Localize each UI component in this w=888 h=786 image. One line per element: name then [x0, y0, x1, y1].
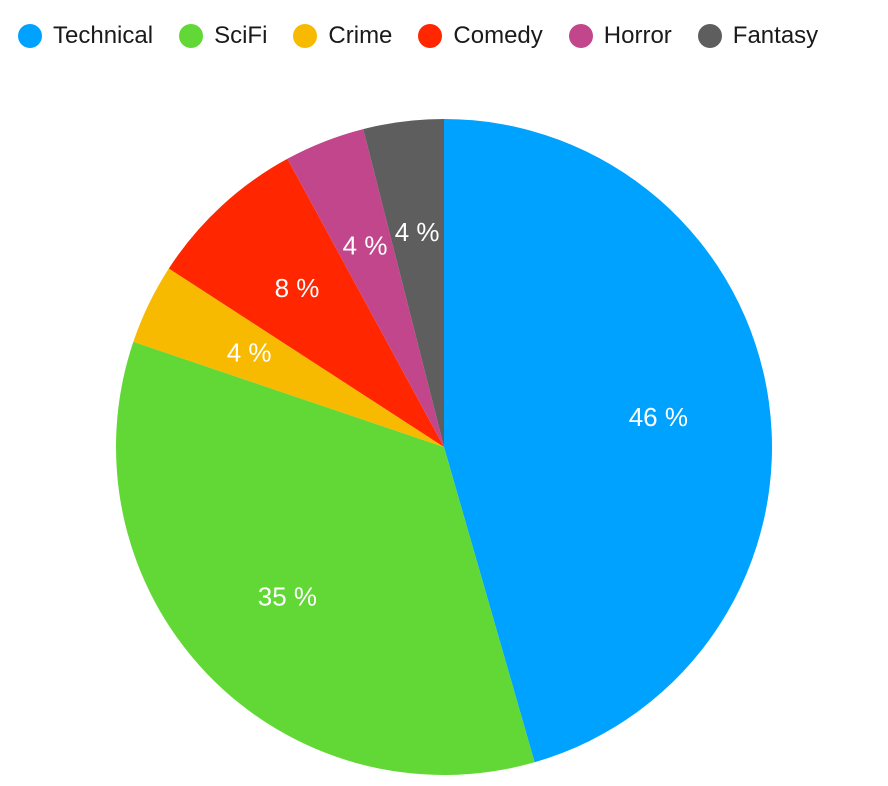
chart-legend: Technical SciFi Crime Comedy Horror Fant… [18, 22, 818, 50]
pie-slice-fantasy [363, 119, 444, 447]
pie-slice-label-comedy: 8 % [275, 273, 320, 303]
legend-label-comedy: Comedy [453, 22, 543, 49]
legend-swatch-scifi [179, 24, 204, 48]
legend-swatch-horror [568, 24, 593, 48]
pie-slice-comedy [168, 158, 444, 447]
legend-label-scifi: SciFi [214, 22, 268, 49]
legend-item-technical: Technical [18, 22, 153, 50]
legend-item-horror: Horror [568, 22, 672, 50]
pie-slice-scifi [115, 341, 535, 775]
legend-item-comedy: Comedy [418, 22, 543, 50]
legend-label-horror: Horror [603, 22, 672, 49]
legend-swatch-crime [293, 24, 318, 48]
pie-slice-label-fantasy: 4 % [395, 217, 440, 247]
legend-swatch-technical [18, 24, 42, 48]
pie-slice-label-technical: 46 % [629, 402, 688, 432]
pie-slice-crime [133, 268, 444, 447]
legend-label-technical: Technical [53, 22, 154, 49]
legend-item-scifi: SciFi [179, 22, 267, 50]
legend-swatch-fantasy [697, 24, 722, 48]
legend-label-fantasy: Fantasy [732, 22, 819, 49]
pie-slice-label-crime: 4 % [227, 338, 272, 368]
legend-item-crime: Crime [293, 22, 392, 50]
legend-item-fantasy: Fantasy [697, 22, 819, 50]
pie-slice-technical [444, 119, 772, 763]
pie-slice-label-horror: 4 % [343, 230, 388, 260]
legend-label-crime: Crime [328, 22, 393, 49]
pie-slice-horror [287, 129, 444, 447]
legend-swatch-comedy [418, 24, 443, 48]
pie-slice-label-scifi: 35 % [258, 581, 317, 611]
